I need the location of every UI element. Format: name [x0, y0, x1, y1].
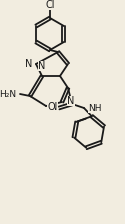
Text: N: N — [50, 102, 57, 112]
Text: NH: NH — [88, 103, 102, 112]
Text: N: N — [67, 96, 74, 106]
Text: Cl: Cl — [45, 0, 55, 10]
Text: N: N — [25, 59, 32, 69]
Text: H₂N: H₂N — [0, 90, 16, 99]
Text: O: O — [47, 102, 55, 112]
Text: N: N — [38, 61, 46, 71]
